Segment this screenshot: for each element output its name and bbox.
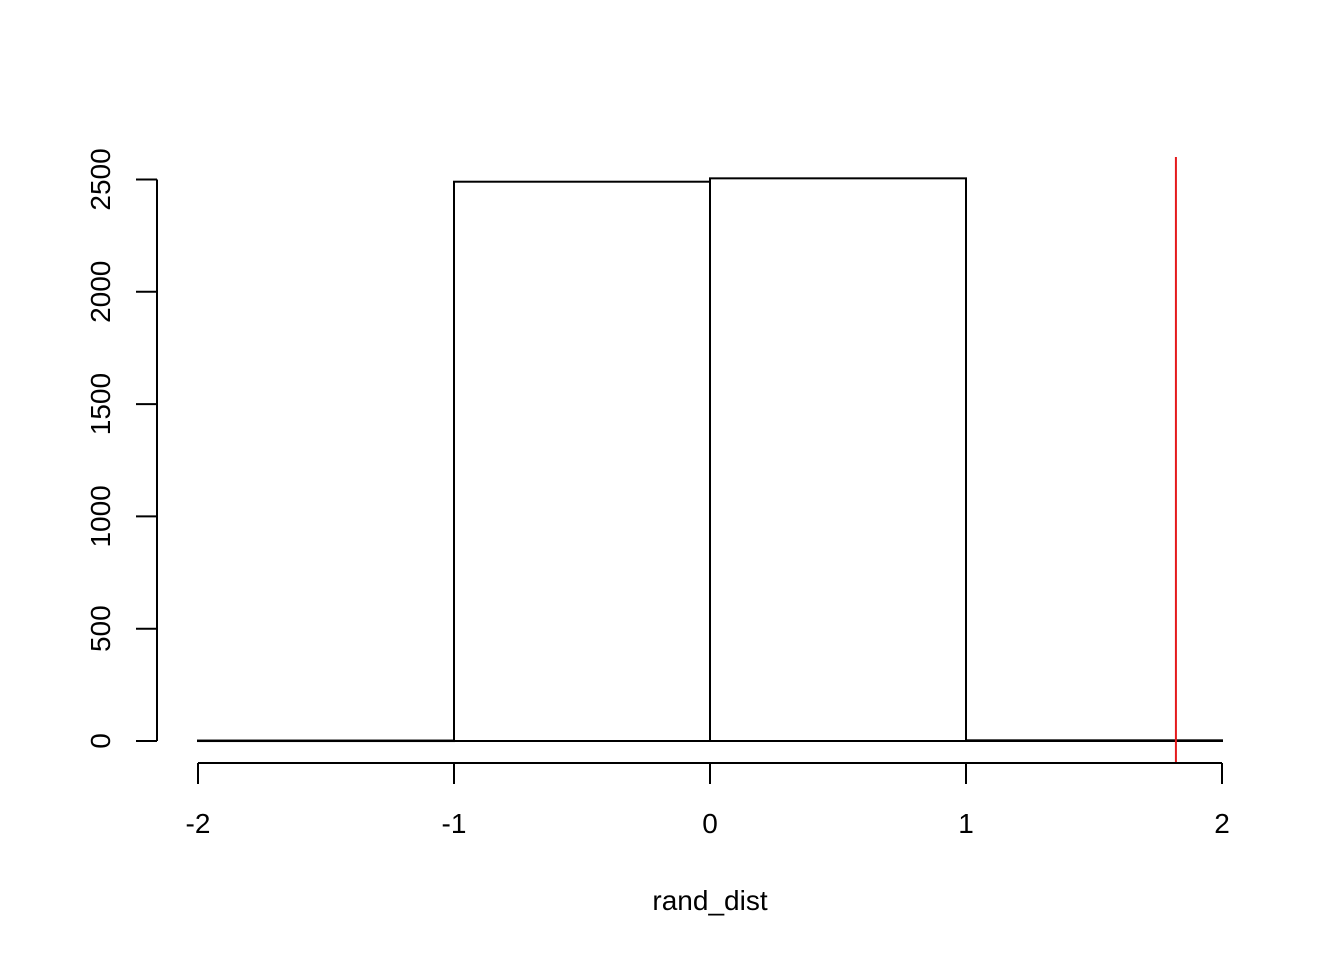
y-tick-label: 500 xyxy=(85,605,116,652)
histogram-bar-2 xyxy=(709,177,967,743)
x-tick-label: 0 xyxy=(702,808,718,839)
histogram-bars xyxy=(197,177,1223,743)
y-tick-label: 1500 xyxy=(85,373,116,435)
y-tick-label: 2000 xyxy=(85,261,116,323)
y-tick-label: 1000 xyxy=(85,485,116,547)
x-axis: -2 -1 0 1 2 xyxy=(186,762,1230,839)
y-tick-label: 0 xyxy=(85,733,116,749)
x-axis-label: rand_dist xyxy=(652,885,767,916)
y-axis: 0 500 1000 1500 2000 2500 xyxy=(85,148,158,749)
x-tick-label: -1 xyxy=(442,808,467,839)
y-tick-label: 2500 xyxy=(85,148,116,210)
x-tick-label: -2 xyxy=(186,808,211,839)
x-tick-label: 1 xyxy=(958,808,974,839)
histogram-bar-3 xyxy=(965,739,1223,743)
x-tick-label: 2 xyxy=(1214,808,1230,839)
histogram-bar-1 xyxy=(453,180,711,742)
histogram-bar-0 xyxy=(197,739,455,743)
